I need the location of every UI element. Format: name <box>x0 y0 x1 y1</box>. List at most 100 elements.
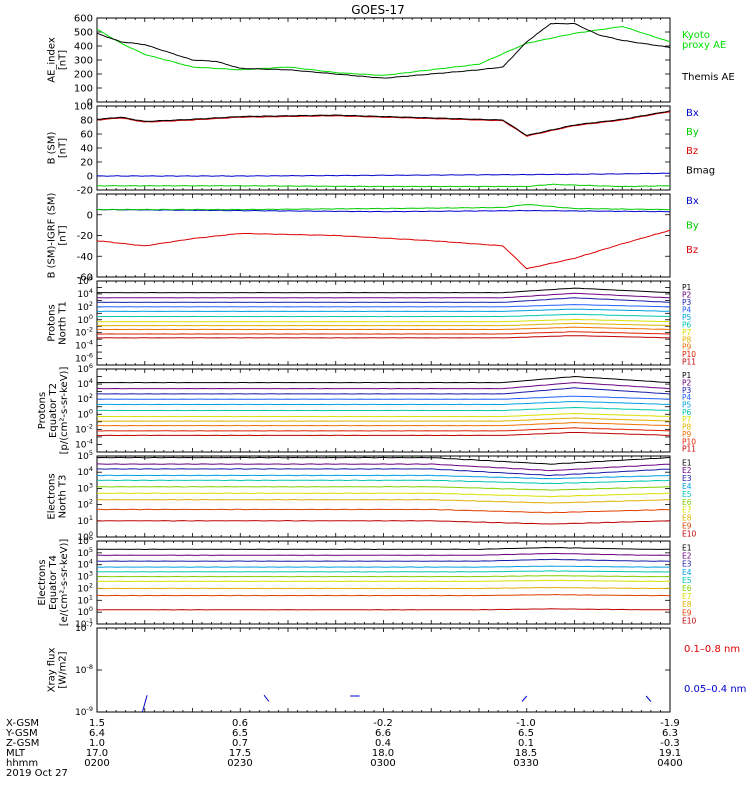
legend-entry: E5 <box>682 576 692 585</box>
panel-frame <box>96 540 671 625</box>
series-line-by <box>96 183 671 188</box>
legend-entry: E3 <box>682 560 692 569</box>
y-tick-exponent: 0 <box>89 530 93 538</box>
footer-value: 6.5 <box>232 728 248 739</box>
y-axis-label: AE_index <box>47 37 58 83</box>
series-line-bx <box>97 209 671 213</box>
series-line-bx <box>96 172 671 177</box>
footer-date: 2019 Oct 27 <box>6 768 68 779</box>
footer-value: 19.1 <box>659 748 681 759</box>
y-tick-exponent: -2 <box>87 326 93 334</box>
legend-entry: E3 <box>682 474 692 483</box>
y-axis-label: Protons <box>47 304 58 341</box>
legend-entry: E6 <box>682 584 692 593</box>
y-tick-label: -60 <box>77 273 93 284</box>
footer-row-label: X-GSM <box>6 718 39 729</box>
y-tick-label: -20 <box>77 231 93 242</box>
y-axis-label: B (SM) <box>47 131 58 164</box>
y-tick-label: 104 <box>77 377 93 390</box>
series-line-p7 <box>97 318 671 323</box>
series-line-p1 <box>97 287 671 294</box>
y-tick-exponent: -4 <box>87 437 93 445</box>
footer-row-label: Y-GSM <box>5 728 38 739</box>
panel-frame <box>96 627 671 713</box>
footer-orbit-table: X-GSM 1.5 0.6 -0.2 -1.0 -1.9 Y-GSM 6.4 6.5 6.6 6.5… <box>5 718 683 779</box>
legend-entry: P2 <box>682 291 692 300</box>
y-tick-label: 10-4 <box>75 339 93 352</box>
footer-row-label: hhmm <box>6 758 38 769</box>
y-tick-label: 0 <box>87 172 93 183</box>
footer-value: 1.0 <box>89 738 105 749</box>
legend-entry: E1 <box>682 458 692 467</box>
legend-entry: E4 <box>682 568 692 577</box>
y-tick-label: 101 <box>77 514 93 527</box>
legend-entry: P3 <box>682 298 692 307</box>
y-tick-exponent: 2 <box>89 300 93 308</box>
y-tick-label: 40 <box>80 144 93 155</box>
y-tick-label: 105 <box>77 449 93 462</box>
y-tick-label: 102 <box>77 300 93 313</box>
legend-entry: P9 <box>682 343 692 352</box>
series-line-p2 <box>96 292 671 299</box>
legend-entry: P4 <box>682 305 692 314</box>
series-line-p8 <box>96 322 671 327</box>
legend-entry: P11 <box>682 358 696 367</box>
y-tick-exponent: 6 <box>89 534 93 542</box>
y-tick-label: 0 <box>87 210 93 221</box>
legend-entry: P4 <box>682 393 692 402</box>
series-line-p11 <box>97 335 670 339</box>
y-tick-label: 200 <box>74 70 93 81</box>
y-tick-exponent: 4 <box>89 465 93 473</box>
footer-value: 0.7 <box>232 738 248 749</box>
y-axis-label: Protons <box>37 392 48 429</box>
legend-entry: P8 <box>682 423 692 432</box>
series-line-bmag <box>97 110 671 137</box>
legend-entry: By <box>686 220 699 231</box>
series-line-e5 <box>96 570 671 573</box>
legend-entry: P10 <box>682 350 696 359</box>
footer-value: 0200 <box>84 758 109 769</box>
footer-value: -1.9 <box>660 718 680 729</box>
footer-value: 17.5 <box>229 748 251 759</box>
footer-row-label: MLT <box>6 748 26 759</box>
series-line-p9 <box>97 326 671 331</box>
y-tick-exponent: -6 <box>87 352 93 360</box>
legend-entry: E5 <box>682 490 692 499</box>
y-tick-label: 500 <box>74 28 93 39</box>
y-tick-exponent: 0 <box>89 605 93 613</box>
series-line-p3 <box>97 387 671 395</box>
y-tick-label: 60 <box>80 130 93 141</box>
legend-entry: Bz <box>686 245 698 256</box>
legend-entry: E6 <box>682 498 692 507</box>
footer-value: 6.5 <box>518 728 534 739</box>
y-tick-label: 103 <box>77 481 93 494</box>
y-tick-exponent: -7 <box>87 621 93 629</box>
legend-entry: 0.05–0.4 nm <box>684 684 746 695</box>
legend-entry: P1 <box>682 371 692 380</box>
legend-entry: E1 <box>682 543 692 552</box>
y-tick-exponent: 2 <box>89 392 93 400</box>
legend-entry: P9 <box>682 430 692 439</box>
panel-frame <box>96 455 671 538</box>
legend-entry: Bx <box>686 108 699 119</box>
y-tick-label: 102 <box>77 392 93 405</box>
y-tick-label: 10-9 <box>75 705 93 718</box>
y-tick-exponent: -4 <box>87 339 93 347</box>
y-axis-label: Electrons <box>47 473 58 519</box>
legend-entry: Bz <box>686 146 698 157</box>
series-line-themis-ae <box>96 22 671 79</box>
footer-value: 0.1 <box>518 738 534 749</box>
legend-entry: Bmag <box>686 165 715 176</box>
legend-entry: P7 <box>682 415 692 424</box>
series-line-p11 <box>96 432 671 437</box>
footer-value: 6.6 <box>375 728 391 739</box>
y-axis-label: [p/(cm²-s-sr-keV)] <box>59 367 70 455</box>
series-line-p5 <box>97 401 670 406</box>
y-tick-label: 10-2 <box>75 326 93 339</box>
y-tick-label: 100 <box>77 407 93 420</box>
footer-value: 0230 <box>227 758 252 769</box>
legend-entry: P2 <box>682 378 692 387</box>
